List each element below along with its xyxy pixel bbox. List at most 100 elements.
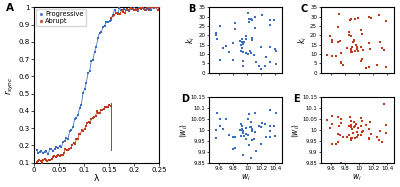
Point: [348, 47, 354, 50]
Point: [54, 155, 60, 158]
Text: C: C: [300, 4, 307, 14]
Point: [94, 109, 100, 112]
Point: [252, 111, 258, 114]
Point: [267, 24, 274, 27]
Point: [142, 9, 148, 12]
Point: [134, 7, 141, 10]
Point: [238, 135, 244, 138]
Point: [126, 10, 133, 13]
Point: [273, 112, 279, 115]
Point: [273, 49, 279, 52]
Point: [383, 131, 389, 134]
Point: [37, 151, 43, 154]
Point: [38, 160, 44, 163]
Point: [150, 6, 156, 9]
Point: [75, 114, 81, 117]
Point: [231, 22, 238, 24]
Point: [43, 158, 49, 161]
Point: [76, 106, 83, 109]
Point: [248, 17, 254, 20]
Point: [136, 7, 143, 10]
Point: [33, 148, 40, 151]
Point: [355, 50, 361, 53]
Point: [106, 104, 112, 107]
Point: [360, 129, 366, 132]
Text: D: D: [181, 94, 189, 104]
Point: [376, 41, 383, 44]
Point: [238, 49, 244, 52]
Point: [109, 15, 116, 18]
Point: [91, 115, 98, 118]
Point: [328, 38, 335, 41]
Y-axis label: $\langle w_i \rangle$: $\langle w_i \rangle$: [288, 122, 300, 138]
Point: [96, 111, 103, 114]
Point: [118, 9, 124, 12]
Point: [62, 147, 68, 150]
Point: [79, 128, 85, 131]
Point: [240, 130, 246, 133]
Legend: Progressive, Abrupt: Progressive, Abrupt: [36, 10, 86, 27]
Point: [248, 127, 255, 130]
Point: [226, 51, 232, 54]
Point: [366, 41, 373, 44]
Point: [43, 150, 50, 153]
Point: [262, 123, 269, 126]
Point: [366, 120, 373, 123]
Point: [240, 50, 247, 53]
Point: [358, 28, 364, 31]
Point: [40, 152, 46, 155]
Point: [213, 33, 219, 36]
Point: [363, 67, 369, 70]
Point: [230, 59, 236, 62]
Point: [338, 162, 344, 165]
Point: [237, 128, 244, 131]
Point: [335, 116, 342, 119]
Point: [90, 116, 96, 119]
Point: [111, 9, 118, 12]
Point: [154, 8, 161, 11]
Point: [381, 49, 388, 52]
Point: [383, 124, 389, 127]
Point: [45, 153, 51, 156]
Point: [110, 13, 116, 16]
Point: [154, 6, 161, 9]
Point: [349, 136, 355, 139]
Point: [374, 136, 380, 139]
Point: [131, 9, 137, 12]
Point: [226, 134, 232, 137]
Point: [353, 43, 359, 46]
Point: [80, 91, 86, 94]
Point: [272, 135, 278, 138]
Point: [358, 124, 365, 127]
Point: [332, 143, 339, 146]
Point: [42, 157, 48, 160]
Point: [272, 47, 278, 50]
Point: [115, 12, 121, 15]
Point: [216, 58, 223, 61]
Point: [346, 124, 352, 127]
Point: [64, 148, 70, 151]
Point: [256, 65, 262, 68]
Point: [129, 8, 136, 11]
Point: [351, 120, 358, 123]
Point: [239, 127, 246, 130]
Point: [374, 63, 380, 66]
Point: [146, 7, 152, 10]
Point: [263, 56, 270, 59]
Point: [76, 132, 82, 135]
Point: [232, 27, 238, 30]
Point: [113, 11, 119, 14]
Point: [35, 159, 41, 162]
Point: [336, 40, 343, 43]
Point: [120, 9, 126, 12]
Point: [72, 117, 78, 120]
Point: [70, 142, 77, 145]
Point: [38, 150, 45, 153]
Point: [220, 128, 226, 131]
Point: [52, 148, 58, 151]
Point: [243, 127, 249, 130]
Point: [246, 144, 252, 147]
Point: [60, 141, 66, 144]
Point: [348, 119, 355, 122]
Point: [348, 136, 354, 139]
